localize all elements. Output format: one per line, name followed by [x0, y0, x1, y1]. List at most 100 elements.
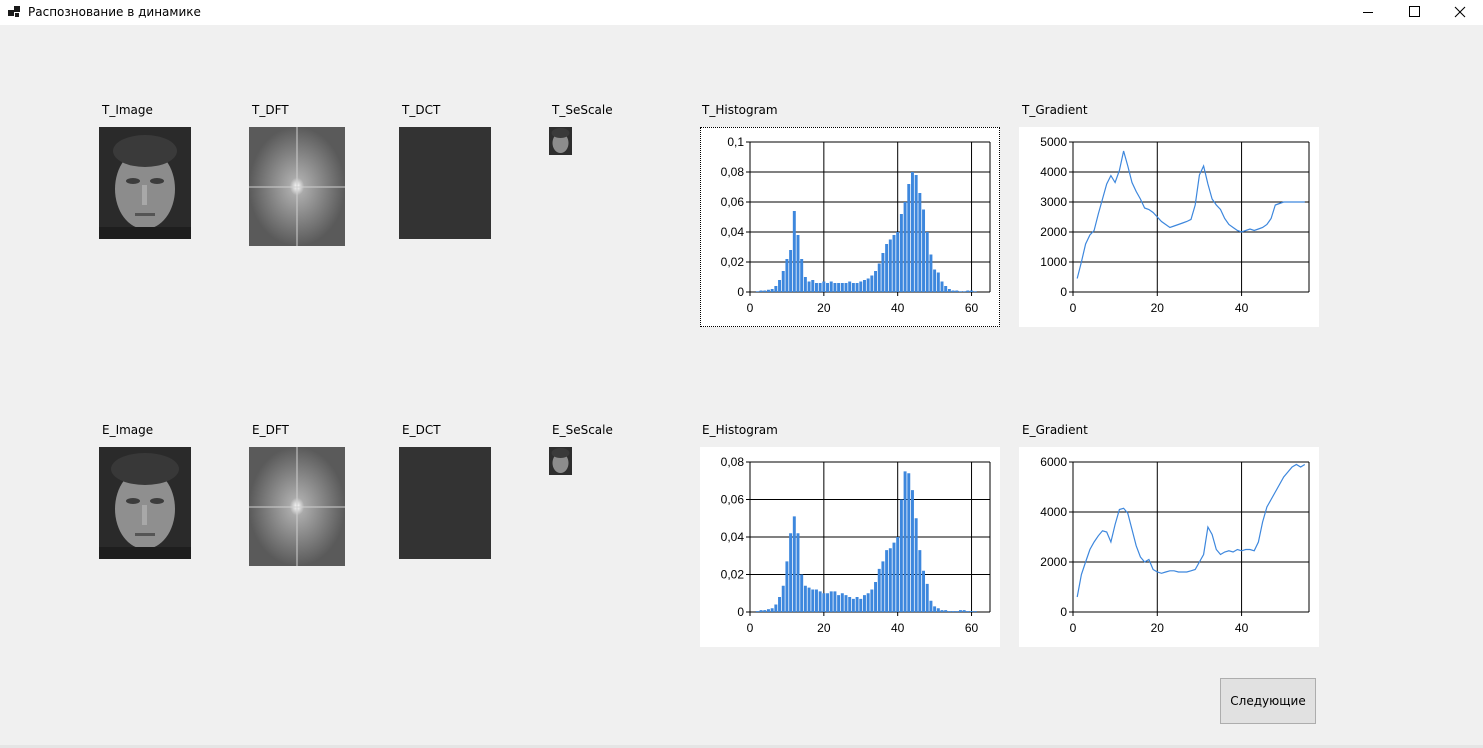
- y-tick-label: 0,08: [721, 165, 745, 179]
- histogram-bar: [877, 568, 881, 612]
- histogram-bar: [925, 583, 929, 612]
- histogram-bar: [892, 235, 896, 292]
- histogram-bar: [859, 281, 863, 292]
- histogram-bar: [973, 291, 977, 292]
- histogram-bar: [778, 280, 782, 292]
- y-tick-label: 0: [737, 605, 744, 619]
- histogram-bar: [766, 609, 770, 612]
- e-face-image: [99, 447, 191, 559]
- minimize-button[interactable]: [1345, 0, 1391, 25]
- next-button[interactable]: Следующие: [1220, 678, 1316, 724]
- histogram-bar: [840, 593, 844, 612]
- histogram-bar: [862, 595, 866, 612]
- histogram-bar: [781, 271, 785, 292]
- histogram-bar: [763, 610, 767, 612]
- y-tick-label: 0,08: [721, 455, 745, 469]
- histogram-bar: [929, 600, 933, 612]
- histogram-bar: [826, 283, 830, 292]
- histogram-bar: [888, 548, 892, 612]
- e-histogram-chart[interactable]: 0 0,02 0,04 0,06 0,08 0 20 40 60: [700, 447, 1000, 647]
- x-tick-label: 20: [1151, 301, 1165, 315]
- x-tick-label: 0: [747, 621, 754, 635]
- histogram-bar: [970, 611, 974, 612]
- y-tick-label: 2000: [1040, 555, 1067, 569]
- histogram-bar: [837, 595, 841, 612]
- histogram-bar: [792, 516, 796, 612]
- x-tick-label: 40: [891, 301, 905, 315]
- histogram-bar: [770, 608, 774, 612]
- e-gradient-chart[interactable]: 0 2000 4000 6000 0 20 40: [1019, 447, 1319, 647]
- histogram-bar: [914, 518, 918, 612]
- histogram-bar: [940, 610, 944, 612]
- histogram-bar: [947, 289, 951, 292]
- histogram-bar: [811, 280, 815, 292]
- histogram-bar: [837, 283, 841, 292]
- histogram-bar: [914, 175, 918, 292]
- histogram-bar: [958, 610, 962, 612]
- y-tick-label: 0,06: [721, 195, 745, 209]
- x-tick-label: 40: [891, 621, 905, 635]
- e-histogram-label: E_Histogram: [702, 423, 778, 437]
- minimize-icon: [1363, 12, 1373, 13]
- e-dct-label: E_DCT: [402, 423, 441, 437]
- histogram-bar: [785, 259, 789, 292]
- histogram-bar: [973, 611, 977, 612]
- histogram-bar: [818, 591, 822, 612]
- t-image-label: T_Image: [102, 103, 153, 117]
- t-histogram-chart[interactable]: 0 0,02 0,04 0,06 0,08 0,1 0 20 40 60: [700, 127, 1000, 327]
- histogram-bar: [896, 232, 900, 292]
- maximize-button[interactable]: [1391, 0, 1437, 25]
- histogram-bar: [803, 585, 807, 612]
- histogram-bar: [763, 290, 767, 292]
- histogram-bar: [778, 597, 782, 612]
- histogram-bar: [774, 604, 778, 612]
- t-gradient-chart[interactable]: 0 1000 2000 3000 4000 5000 0 20 40: [1019, 127, 1319, 327]
- t-gradient-label: T_Gradient: [1022, 103, 1088, 117]
- t-dct-label: T_DCT: [402, 103, 441, 117]
- histogram-bar: [807, 587, 811, 612]
- histogram-bar: [958, 291, 962, 292]
- histogram-bar: [785, 561, 789, 612]
- histogram-bar: [811, 589, 815, 612]
- histogram-bar: [822, 281, 826, 292]
- histogram-bar: [866, 278, 870, 292]
- histogram-bar: [933, 606, 937, 612]
- histogram-bar: [885, 550, 889, 612]
- histogram-bar: [947, 611, 951, 612]
- histogram-bar: [907, 473, 911, 612]
- histogram-bar: [829, 591, 833, 612]
- histogram-bar: [944, 610, 948, 612]
- e-gradient-plot: 0 2000 4000 6000 0 20 40: [1040, 455, 1310, 635]
- histogram-bar: [892, 542, 896, 612]
- histogram-bar: [789, 533, 793, 612]
- e-dct-image: [399, 447, 491, 559]
- histogram-bar: [840, 283, 844, 292]
- histogram-bar: [899, 499, 903, 612]
- histogram-bar: [862, 280, 866, 292]
- histogram-bar: [755, 291, 759, 292]
- histogram-bar: [874, 271, 878, 292]
- histogram-bar: [966, 611, 970, 612]
- x-tick-label: 20: [817, 621, 831, 635]
- close-icon: [1454, 6, 1466, 18]
- e-sescale-label: E_SeScale: [552, 423, 613, 437]
- histogram-bar: [962, 610, 966, 612]
- close-button[interactable]: [1437, 0, 1483, 25]
- window-title: Распознование в динамике: [28, 5, 201, 19]
- e-dft-label: E_DFT: [252, 423, 289, 437]
- histogram-bar: [874, 582, 878, 612]
- y-tick-label: 0: [1060, 605, 1067, 619]
- histogram-bar: [774, 286, 778, 292]
- histogram-bar: [755, 611, 759, 612]
- histogram-bar: [933, 269, 937, 292]
- histogram-bar: [903, 471, 907, 612]
- histogram-bar: [851, 283, 855, 292]
- y-tick-label: 0,1: [727, 135, 744, 149]
- y-tick-label: 5000: [1040, 135, 1067, 149]
- x-tick-label: 40: [1235, 621, 1249, 635]
- histogram-bar: [848, 281, 852, 292]
- histogram-bar: [844, 283, 848, 292]
- histogram-bar: [918, 193, 922, 292]
- x-tick-label: 20: [817, 301, 831, 315]
- histogram-bar: [929, 254, 933, 292]
